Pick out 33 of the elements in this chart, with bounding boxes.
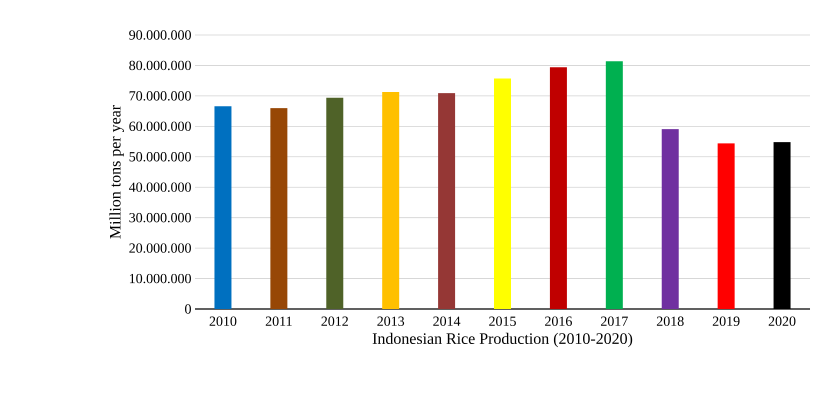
bar [494, 78, 512, 309]
bar [382, 92, 400, 309]
y-tick-label: 20.000.000 [129, 243, 191, 253]
x-tick-label: 2018 [656, 316, 684, 326]
bar [662, 129, 679, 309]
x-axis-title: Indonesian Rice Production (2010-2020) [372, 332, 632, 348]
y-tick-label: 70.000.000 [130, 91, 191, 101]
bar [550, 67, 567, 309]
y-tick-label: 90.000.000 [129, 30, 191, 40]
bar [270, 108, 288, 309]
x-tick-label: 2016 [545, 316, 572, 326]
y-tick-label: 60.000.000 [129, 122, 191, 132]
y-tick-label: 40.000.000 [128, 182, 191, 192]
x-tick-label: 2015 [489, 316, 516, 326]
x-tick-label: 2013 [377, 316, 404, 326]
y-axis-title: Million tons per year [109, 105, 124, 239]
x-tick-label: 2020 [768, 316, 796, 326]
x-tick-label: 2019 [712, 316, 740, 326]
bar [606, 61, 623, 309]
bar [326, 98, 344, 309]
x-tick-label: 2014 [433, 316, 460, 326]
x-tick-label: 2011 [266, 316, 292, 326]
x-tick-label: 2017 [600, 316, 628, 326]
x-tick-label: 2012 [321, 316, 348, 326]
y-tick-label: 30.000.000 [129, 212, 191, 222]
y-tick-label: 80.000.000 [129, 60, 191, 70]
y-tick-label: 0 [185, 304, 191, 314]
y-tick-label: 50.000.000 [130, 152, 191, 162]
bar [438, 93, 456, 309]
bar [214, 106, 232, 309]
x-tick-label: 2010 [210, 316, 236, 326]
bar [718, 143, 735, 309]
y-tick-label: 10.000.000 [130, 274, 191, 284]
